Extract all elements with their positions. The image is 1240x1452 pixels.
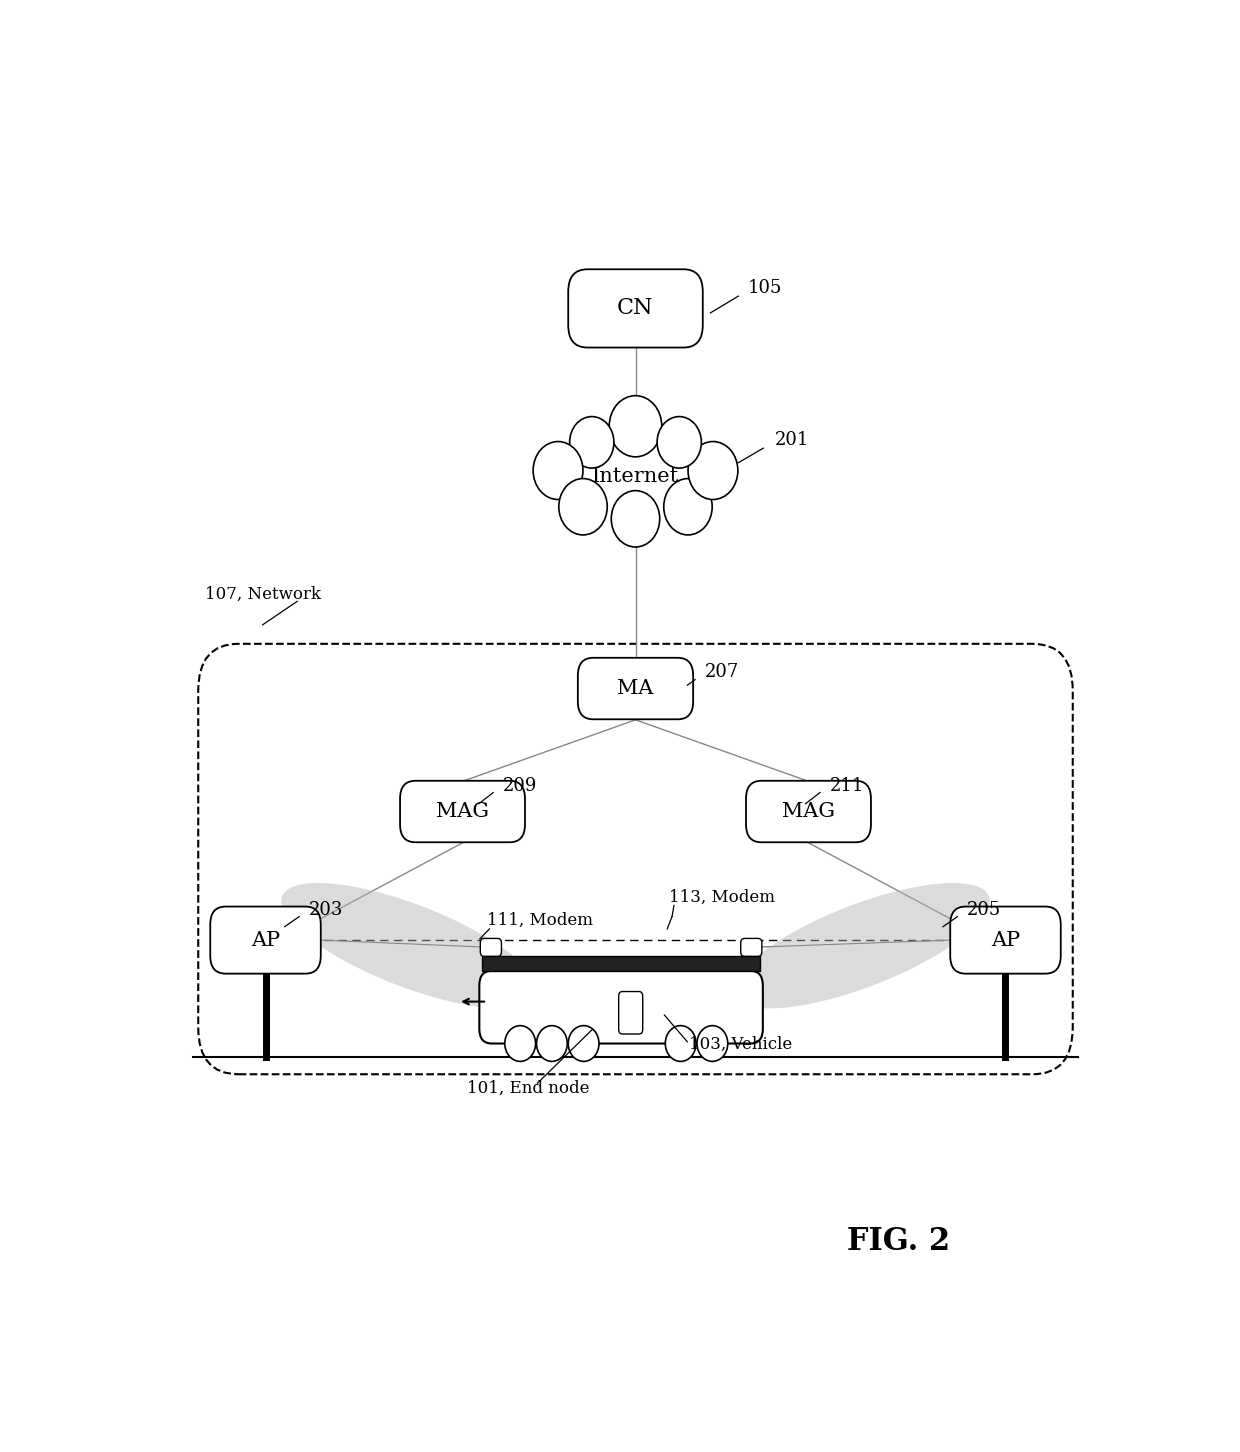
Circle shape [533,441,583,499]
Text: MAG: MAG [782,802,835,820]
FancyBboxPatch shape [401,781,525,842]
Text: 101, End node: 101, End node [467,1080,590,1098]
FancyBboxPatch shape [480,971,763,1044]
Circle shape [569,417,614,468]
Text: 203: 203 [309,900,343,919]
Circle shape [666,1025,696,1061]
Text: 209: 209 [503,777,537,794]
Circle shape [657,417,702,468]
Ellipse shape [281,883,538,1008]
FancyBboxPatch shape [578,658,693,719]
FancyBboxPatch shape [619,992,642,1034]
Circle shape [505,1025,536,1061]
FancyBboxPatch shape [746,781,870,842]
Text: AP: AP [991,931,1021,950]
Text: 107, Network: 107, Network [205,587,321,603]
Text: CN: CN [618,298,653,319]
FancyBboxPatch shape [480,938,501,957]
Text: 211: 211 [830,777,864,794]
Text: AP: AP [250,931,280,950]
Text: 205: 205 [967,900,1001,919]
FancyBboxPatch shape [950,906,1060,974]
Text: 201: 201 [775,431,810,449]
Text: 105: 105 [748,279,782,298]
Circle shape [688,441,738,499]
Text: 103, Vehicle: 103, Vehicle [689,1035,792,1053]
Ellipse shape [733,883,990,1008]
FancyBboxPatch shape [740,938,761,957]
Circle shape [663,479,712,534]
Text: 111, Modem: 111, Modem [486,912,593,929]
Bar [482,957,760,971]
Circle shape [537,1025,567,1061]
Text: Internet: Internet [591,466,680,485]
FancyBboxPatch shape [211,906,321,974]
Circle shape [568,1025,599,1061]
Circle shape [609,395,662,457]
Text: 113, Modem: 113, Modem [670,889,775,906]
FancyBboxPatch shape [568,269,703,347]
Text: MA: MA [618,680,653,698]
Text: FIG. 2: FIG. 2 [847,1227,950,1257]
Circle shape [611,491,660,547]
Circle shape [559,479,608,534]
Text: MAG: MAG [436,802,489,820]
Text: 207: 207 [704,662,739,681]
Circle shape [697,1025,728,1061]
